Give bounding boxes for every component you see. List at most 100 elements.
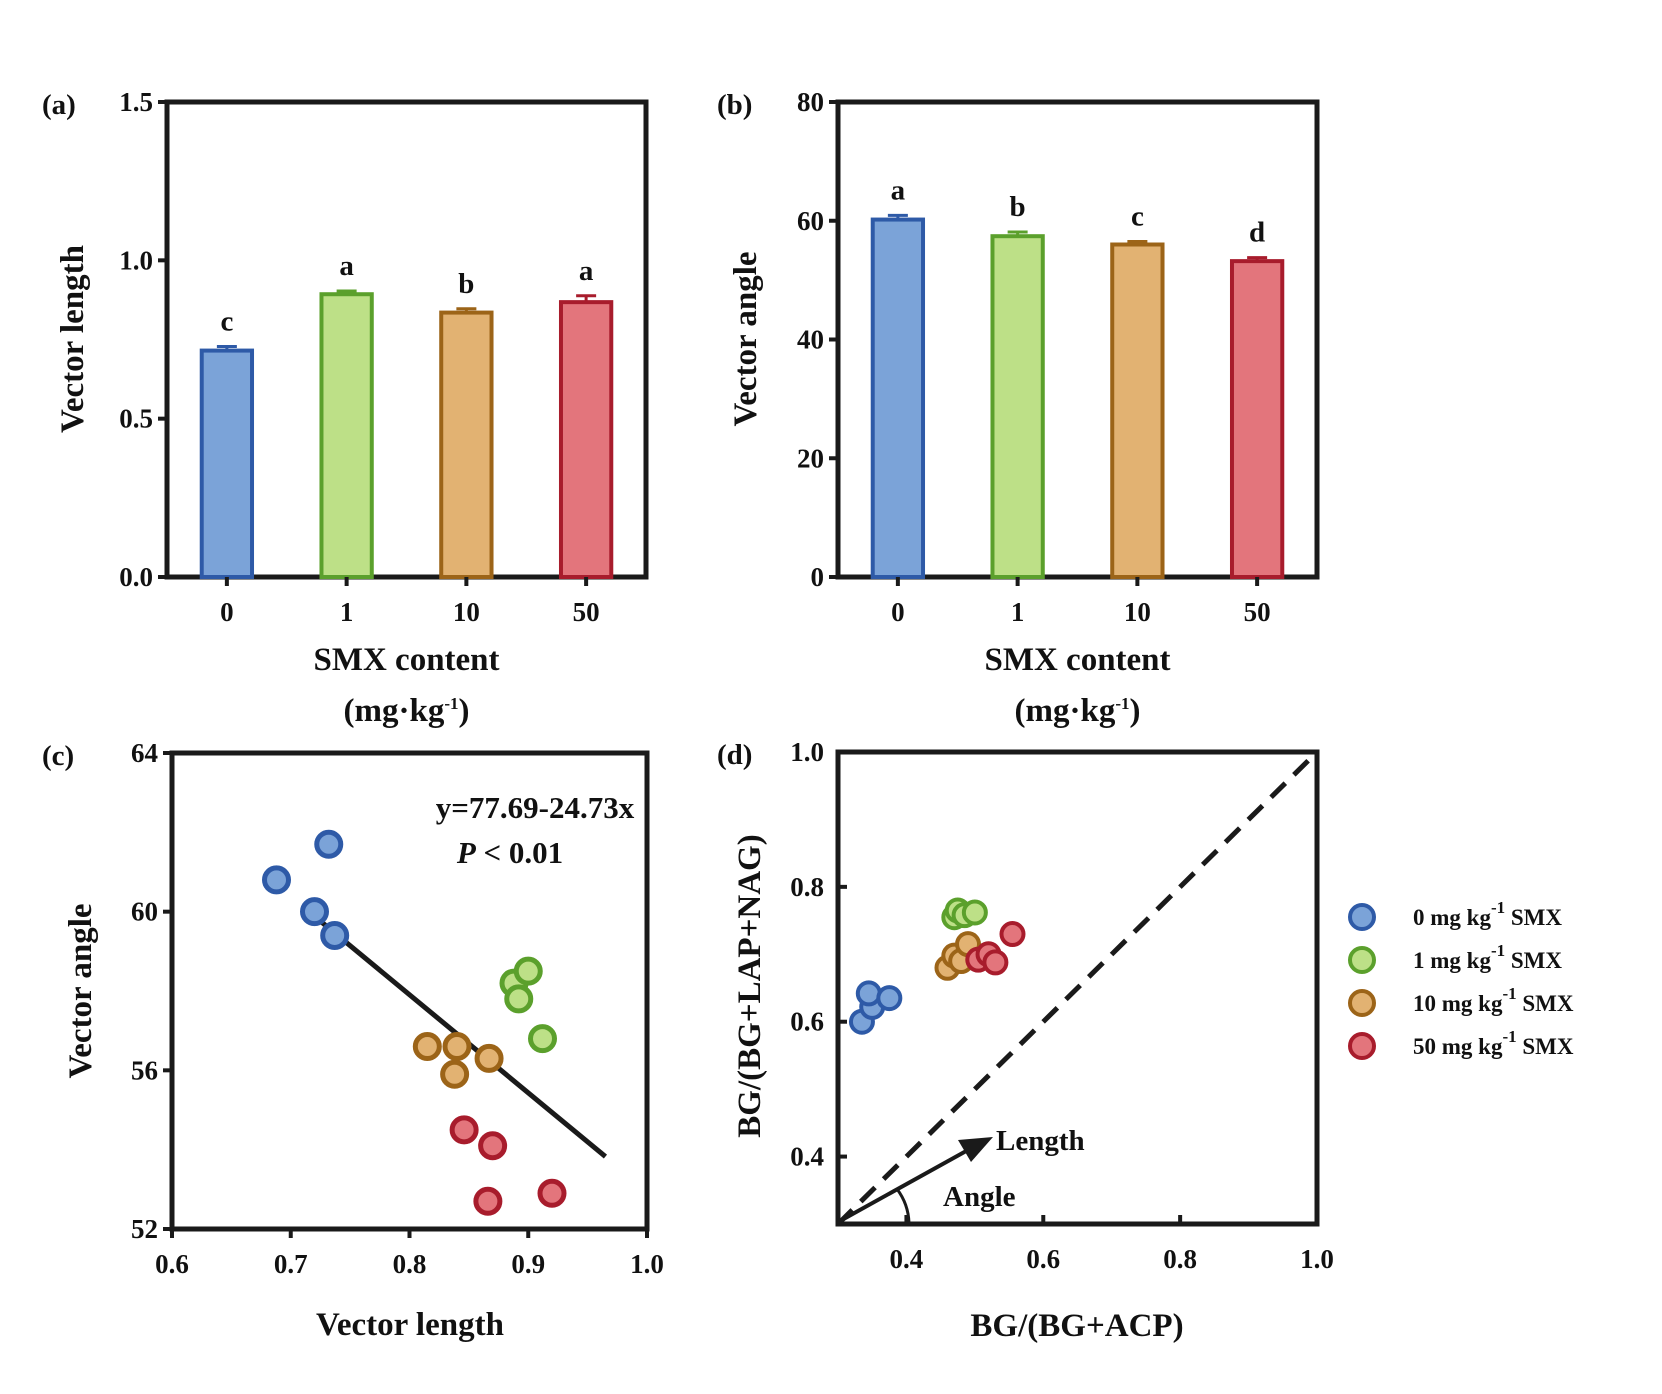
scatter-point <box>513 956 543 986</box>
x-tick-label: 0.4 <box>890 1244 924 1274</box>
scatter-point <box>473 1186 503 1216</box>
x-tick-label: 50 <box>1244 597 1271 627</box>
scatter-point <box>442 1032 472 1062</box>
significance-letter: a <box>891 174 906 206</box>
significance-letter: b <box>458 268 474 300</box>
y-axis-label: Vector angle <box>63 903 99 1078</box>
legend-marker <box>1348 903 1376 931</box>
scatter-point <box>412 1032 442 1062</box>
y-axis-label: Vector angle <box>728 251 764 426</box>
vector-arrowhead <box>958 1137 993 1162</box>
vector-arrow <box>839 1148 969 1223</box>
regression-equation: y=77.69-24.73x <box>436 790 635 825</box>
y-tick-label: 52 <box>131 1214 158 1244</box>
y-tick-label: 1.0 <box>119 245 153 275</box>
y-tick-label: 64 <box>131 738 158 768</box>
x-tick-label: 50 <box>573 597 600 627</box>
bar <box>558 300 614 579</box>
bar <box>870 217 926 579</box>
y-tick-label: 0.4 <box>790 1142 824 1172</box>
significance-letter: d <box>1249 217 1265 249</box>
significance-letter: a <box>579 255 594 287</box>
scatter-point <box>876 985 903 1012</box>
y-tick-label: 20 <box>797 443 824 473</box>
panel-label: (c) <box>42 740 74 772</box>
x-tick-label: 0.8 <box>393 1249 427 1279</box>
legend-marker <box>1348 989 1376 1017</box>
x-tick-label: 0.6 <box>1026 1244 1060 1274</box>
x-tick-label: 1 <box>340 597 354 627</box>
scatter-point <box>537 1178 567 1208</box>
bar <box>439 310 494 579</box>
scatter-point <box>528 1024 557 1054</box>
bar <box>1110 242 1165 579</box>
y-tick-label: 1.5 <box>119 87 153 117</box>
angle-arc <box>895 1188 911 1224</box>
y-tick-label: 0 <box>811 562 825 592</box>
scatter-point <box>999 921 1026 948</box>
x-axis-label: Vector length <box>316 1307 504 1343</box>
x-tick-label: 1.0 <box>630 1249 664 1279</box>
x-tick-label: 10 <box>453 597 480 627</box>
y-tick-label: 56 <box>131 1055 158 1085</box>
legend-marker <box>1348 946 1376 974</box>
y-axis-label: BG/(BG+LAP+NAG) <box>732 834 768 1137</box>
x-tick-label: 0 <box>891 597 905 627</box>
angle-annotation: Angle <box>943 1181 1016 1213</box>
bar <box>319 292 374 579</box>
p-value: P < 0.01 <box>456 835 563 870</box>
x-tick-label: 1 <box>1011 597 1025 627</box>
x-tick-label: 0 <box>220 597 234 627</box>
scatter-point <box>300 897 329 927</box>
x-tick-label: 10 <box>1124 597 1151 627</box>
scatter-point <box>262 865 291 895</box>
y-tick-label: 0.8 <box>790 872 824 902</box>
y-tick-label: 40 <box>797 325 824 355</box>
legend-marker <box>1348 1032 1376 1060</box>
scatter-point <box>320 920 350 950</box>
identity-line <box>836 750 1319 1226</box>
panel-frame <box>835 749 1320 1227</box>
regression-line <box>301 904 608 1159</box>
significance-letter: a <box>339 250 354 282</box>
panel-label: (a) <box>42 89 76 121</box>
legend-label: 1 mg kg-1 SMX <box>1413 941 1562 973</box>
scatter-point <box>855 980 882 1007</box>
scatter-point <box>449 1115 479 1145</box>
bar <box>990 234 1045 579</box>
y-tick-label: 0.0 <box>119 562 153 592</box>
legend-label: 10 mg kg-1 SMX <box>1413 984 1574 1016</box>
x-tick-label: 1.0 <box>1300 1244 1334 1274</box>
legend-label: 50 mg kg-1 SMX <box>1413 1027 1574 1059</box>
x-axis-unit: (mg·kg-1) <box>1014 693 1140 729</box>
y-tick-label: 0.6 <box>790 1007 824 1037</box>
panel-frame <box>164 99 649 580</box>
scatter-point <box>474 1043 504 1073</box>
bar <box>1229 259 1285 579</box>
panel-label: (d) <box>717 739 752 771</box>
significance-letter: c <box>1131 201 1144 233</box>
significance-letter: c <box>220 305 233 337</box>
scatter-point <box>440 1059 470 1089</box>
x-tick-label: 0.7 <box>274 1249 308 1279</box>
y-tick-label: 60 <box>131 897 158 927</box>
x-tick-label: 0.8 <box>1163 1244 1197 1274</box>
x-tick-label: 0.6 <box>155 1249 189 1279</box>
y-tick-label: 0.5 <box>119 404 153 434</box>
length-annotation: Length <box>996 1125 1085 1157</box>
scatter-point <box>961 899 988 926</box>
x-axis-label: SMX content <box>313 642 499 678</box>
y-tick-label: 80 <box>797 87 824 117</box>
scatter-point <box>478 1131 508 1161</box>
x-axis-label: SMX content <box>984 642 1170 678</box>
scatter-point <box>982 949 1009 976</box>
y-axis-label: Vector length <box>55 245 91 433</box>
x-axis-unit: (mg·kg-1) <box>343 693 469 729</box>
y-tick-label: 60 <box>797 206 824 236</box>
x-tick-label: 0.9 <box>511 1249 545 1279</box>
bar <box>199 348 255 580</box>
scatter-point <box>314 829 344 859</box>
legend-label: 0 mg kg-1 SMX <box>1413 898 1562 930</box>
panel-label: (b) <box>717 89 752 121</box>
